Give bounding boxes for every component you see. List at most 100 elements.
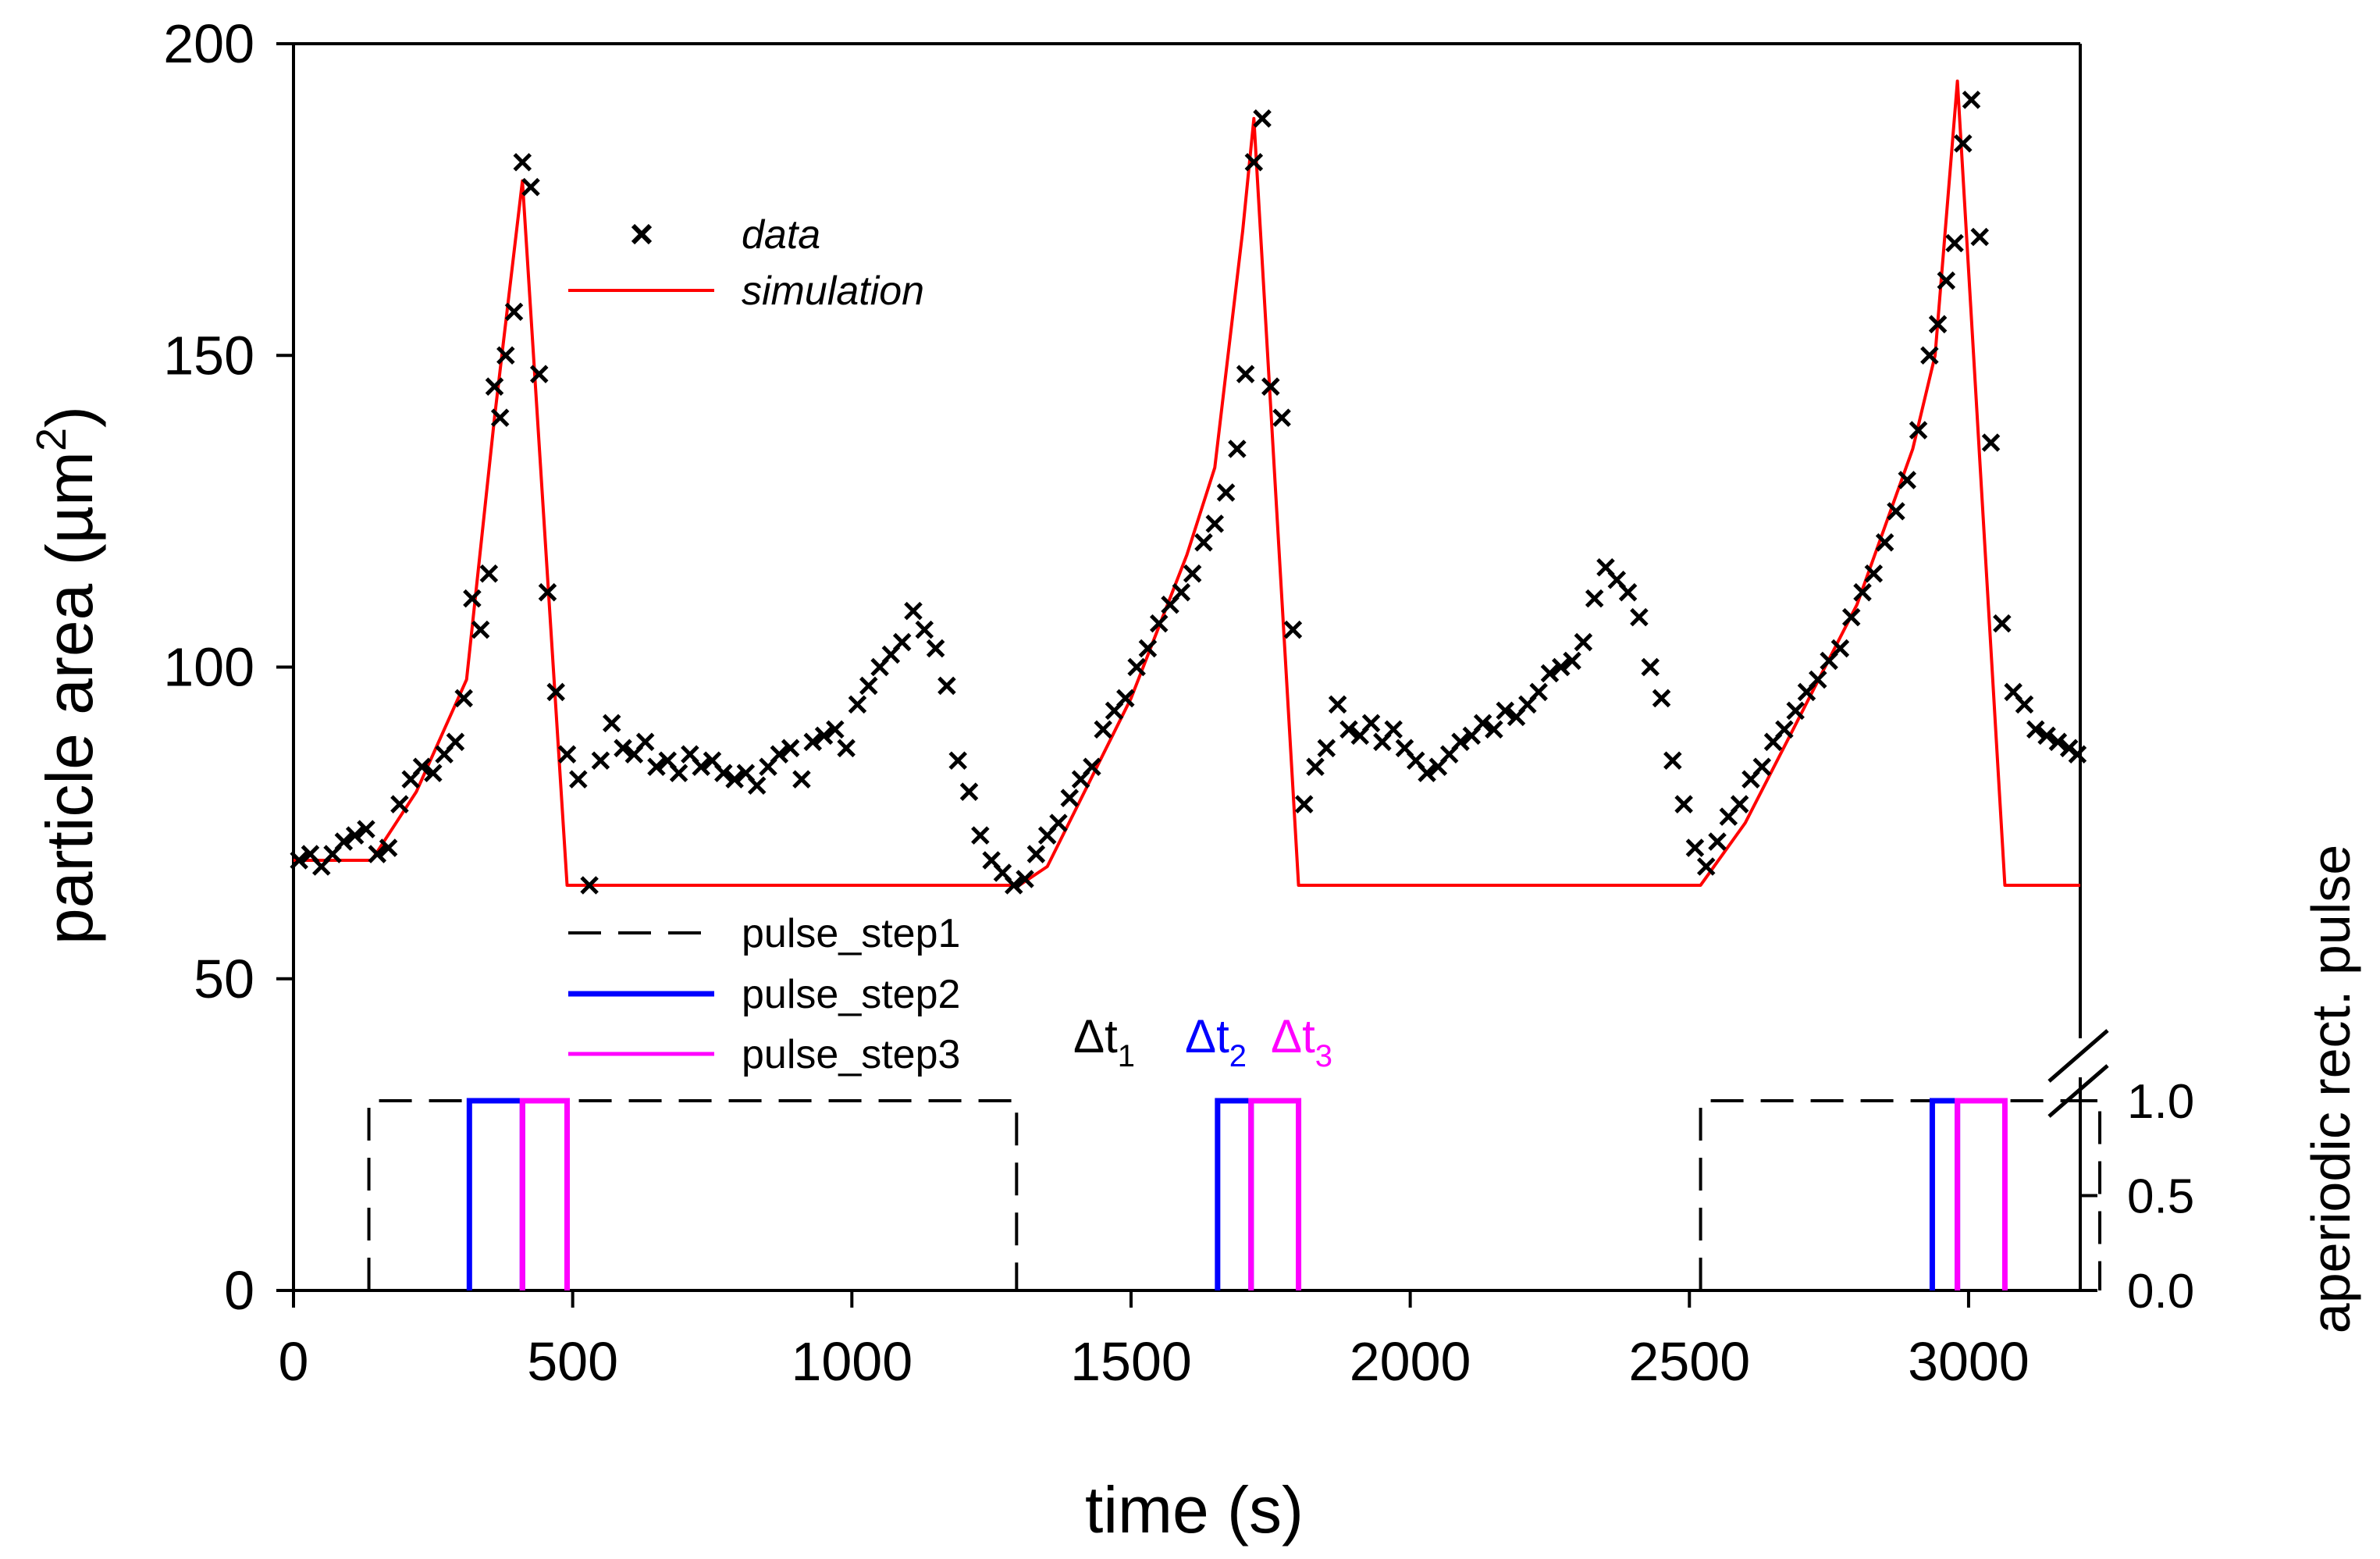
data-point xyxy=(1841,607,1861,627)
data-point xyxy=(647,757,666,777)
data-point xyxy=(1138,639,1158,658)
data-series xyxy=(290,91,2087,895)
data-point xyxy=(770,745,789,764)
data-point xyxy=(334,832,354,851)
data-point xyxy=(504,302,524,322)
data-point xyxy=(1696,857,1716,876)
x-tick-label: 1500 xyxy=(1070,1331,1192,1392)
x-tick-label: 500 xyxy=(527,1331,618,1392)
data-point xyxy=(1540,664,1560,683)
data-point xyxy=(1194,533,1213,552)
data-point xyxy=(1809,670,1827,689)
data-point xyxy=(937,676,956,696)
data-point xyxy=(892,632,912,652)
data-point xyxy=(1962,91,1981,109)
dt2-label: Δt2 xyxy=(1185,1010,1247,1073)
pulse-lines xyxy=(367,1098,2102,1290)
data-point xyxy=(959,782,979,801)
dt3-label: Δt3 xyxy=(1271,1010,1332,1073)
data-point xyxy=(1418,763,1436,783)
legend-bottom: pulse_step1 pulse_step2 pulse_step3 xyxy=(568,911,960,1077)
data-point xyxy=(1970,227,1990,247)
data-point xyxy=(490,408,510,427)
data-point xyxy=(345,826,365,845)
data-point xyxy=(390,795,409,813)
y-tick-label: 100 xyxy=(163,637,254,698)
data-point xyxy=(692,757,710,777)
data-point xyxy=(471,620,490,639)
data-point xyxy=(479,564,499,583)
data-point xyxy=(1294,795,1314,813)
pulse_step3-pulse xyxy=(519,1098,571,1290)
data-point xyxy=(725,770,744,788)
data-point xyxy=(714,763,733,783)
data-point xyxy=(826,720,845,739)
y-tick-label: 150 xyxy=(163,325,254,386)
dt1-label: Δt1 xyxy=(1073,1010,1135,1073)
data-point xyxy=(1786,701,1805,721)
data-point xyxy=(1272,408,1291,427)
data-point xyxy=(1551,657,1571,677)
data-point xyxy=(1981,433,2001,452)
y-axis-title-sup: 2 xyxy=(28,428,75,451)
data-point xyxy=(926,639,945,658)
data-point xyxy=(602,714,621,733)
data-point xyxy=(1172,582,1191,602)
data-point xyxy=(446,732,465,752)
data-point xyxy=(1928,315,1948,334)
data-point xyxy=(803,732,823,752)
data-point xyxy=(1775,720,1794,739)
data-point xyxy=(1261,377,1280,396)
data-point xyxy=(781,739,800,758)
data-point xyxy=(904,601,923,621)
data-point xyxy=(635,732,655,752)
data-point xyxy=(569,770,588,788)
data-point xyxy=(1451,732,1470,752)
data-point xyxy=(1149,614,1169,633)
data-point xyxy=(463,589,482,608)
data-point xyxy=(1853,582,1872,602)
dt3-sub: 3 xyxy=(1315,1039,1332,1073)
data-point xyxy=(379,838,398,857)
data-point xyxy=(669,763,688,783)
data-point xyxy=(792,770,811,788)
data-point xyxy=(1663,751,1682,771)
data-point xyxy=(1049,813,1068,832)
data-point xyxy=(1875,533,1894,552)
data-point xyxy=(1674,795,1693,813)
pulse_step2-pulse xyxy=(1929,1098,1961,1290)
data-point xyxy=(2048,732,2068,752)
data-point xyxy=(1529,682,1548,702)
data-point xyxy=(1993,614,2012,633)
data-point xyxy=(1496,701,1514,721)
legend-data-marker xyxy=(631,223,653,245)
x-tick-label: 2000 xyxy=(1350,1331,1471,1392)
data-point xyxy=(1339,720,1358,739)
data-point xyxy=(529,365,549,383)
data-point xyxy=(837,739,856,758)
data-point xyxy=(1641,657,1660,677)
legend-top: data simulation xyxy=(568,212,924,314)
data-point xyxy=(1574,632,1593,652)
data-point xyxy=(513,152,532,172)
data-point xyxy=(357,820,375,838)
pulse_step2-pulse xyxy=(1215,1098,1254,1290)
data-point xyxy=(412,757,432,777)
y-axis-ticks: 0 50 100 150 200 xyxy=(163,13,293,1321)
data-point xyxy=(1083,757,1101,777)
data-point xyxy=(2037,726,2056,746)
pulse_step1-pulse xyxy=(367,1099,1019,1290)
legend-data-label: data xyxy=(742,212,820,258)
data-point xyxy=(1864,564,1884,583)
data-point xyxy=(546,682,565,702)
right-axis-ticks: 0.0 0.5 1.0 xyxy=(2080,1075,2194,1319)
data-point xyxy=(1887,502,1905,521)
dt2-main: Δt xyxy=(1185,1010,1229,1062)
axis-break-mark-upper xyxy=(2047,1029,2109,1083)
data-point xyxy=(496,346,515,365)
data-point xyxy=(1473,714,1492,733)
legend-pulse-step1-label: pulse_step1 xyxy=(742,911,960,956)
data-point xyxy=(1630,607,1649,627)
simulation-line xyxy=(293,79,2080,887)
